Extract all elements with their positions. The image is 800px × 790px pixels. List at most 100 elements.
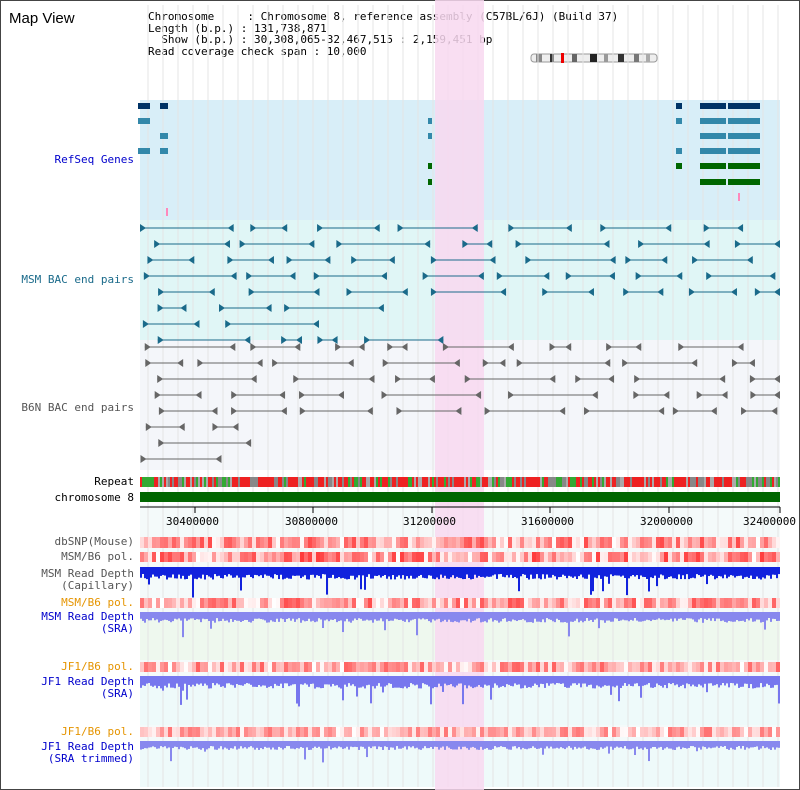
snp-density-cell [668, 727, 672, 737]
repeat-segment [408, 477, 410, 487]
depth-bar [482, 741, 484, 750]
repeat-segment [758, 477, 760, 487]
snp-density-cell [628, 662, 632, 672]
repeat-segment [706, 477, 708, 487]
snp-density-cell [260, 727, 264, 737]
depth-bar [414, 741, 416, 749]
repeat-segment [274, 477, 276, 487]
repeat-segment [582, 477, 584, 487]
repeat-segment [306, 477, 308, 487]
repeat-segment [610, 477, 612, 487]
depth-bar [188, 567, 190, 576]
depth-bar [378, 612, 380, 621]
depth-bar [650, 676, 652, 688]
snp-density-cell [556, 662, 560, 672]
repeat-segment [668, 477, 670, 487]
snp-density-cell [324, 662, 328, 672]
depth-bar [598, 567, 600, 576]
snp-density-cell [380, 598, 384, 608]
depth-bar [194, 612, 196, 620]
repeat-segment [278, 477, 280, 487]
depth-bar [204, 612, 206, 620]
depth-bar [512, 612, 514, 620]
depth-bar [650, 612, 652, 622]
depth-bar [406, 676, 408, 689]
snp-density-cell [336, 537, 340, 548]
snp-density-cell [440, 598, 444, 608]
snp-density-cell [696, 552, 700, 562]
repeat-segment [234, 477, 236, 487]
snp-density-cell [244, 727, 248, 737]
repeat-segment [480, 477, 482, 487]
repeat-segment [378, 477, 380, 487]
depth-bar [572, 741, 574, 750]
snp-density-cell [600, 727, 604, 737]
depth-bar [232, 612, 234, 622]
chromosome-ideogram[interactable] [530, 52, 658, 63]
depth-bar [540, 741, 542, 748]
depth-bar [302, 676, 304, 685]
snp-density-cell [748, 552, 752, 562]
depth-bar [770, 567, 772, 579]
msm-bac-pair-end [515, 240, 522, 248]
depth-bar [754, 612, 756, 622]
depth-bar [228, 612, 230, 623]
snp-density-cell [532, 537, 536, 548]
depth-bar [398, 567, 400, 576]
snp-density-cell [524, 662, 528, 672]
repeat-segment [628, 477, 630, 487]
snp-density-cell [600, 662, 604, 672]
snp-density-cell [164, 537, 168, 548]
depth-bar [392, 676, 394, 688]
snp-density-cell [364, 727, 368, 737]
depth-bar [672, 567, 674, 579]
depth-bar [722, 612, 724, 621]
depth-bar [380, 567, 382, 578]
snp-density-cell [524, 727, 528, 737]
depth-bar [586, 612, 588, 619]
snp-density-cell [184, 662, 188, 672]
snp-density-cell [504, 662, 508, 672]
depth-bar [740, 567, 742, 576]
depth-bar [692, 567, 694, 578]
repeat-segment [516, 477, 518, 487]
depth-bar [498, 612, 500, 623]
repeat-segment [600, 477, 602, 487]
depth-bar [454, 741, 456, 750]
snp-density-cell [224, 662, 228, 672]
b6n-bac-pair-end [154, 391, 161, 399]
b6n-bac-pair-end [368, 375, 375, 383]
depth-bar [418, 612, 420, 619]
depth-bar [308, 676, 310, 687]
snp-density-cell [376, 537, 380, 548]
depth-bar [538, 741, 540, 749]
depth-bar [600, 676, 602, 688]
repeat-segment [568, 477, 570, 487]
depth-bar [664, 567, 666, 580]
depth-bar [318, 612, 320, 619]
depth-bar [198, 567, 200, 578]
snp-density-cell [192, 552, 196, 562]
depth-bar [656, 612, 658, 620]
snp-density-cell [304, 537, 308, 548]
msm-bac-pair-end [324, 256, 331, 264]
msm-bac-pair-end [774, 240, 780, 248]
depth-bar [312, 612, 314, 621]
snp-density-cell [656, 537, 660, 548]
msm-bac-pair-end [496, 272, 503, 280]
depth-bar [328, 612, 330, 622]
gene-feature [160, 103, 168, 109]
snp-density-cell [716, 537, 720, 548]
depth-bar [232, 567, 234, 578]
snp-density-cell [764, 537, 768, 548]
depth-bar [702, 567, 704, 577]
repeat-segment [680, 477, 682, 487]
snp-density-cell [496, 598, 500, 608]
depth-bar [332, 676, 334, 684]
snp-density-cell [712, 552, 716, 562]
depth-bar [608, 741, 610, 754]
snp-density-cell [268, 598, 272, 608]
depth-bar [254, 676, 256, 687]
depth-bar [534, 741, 536, 748]
